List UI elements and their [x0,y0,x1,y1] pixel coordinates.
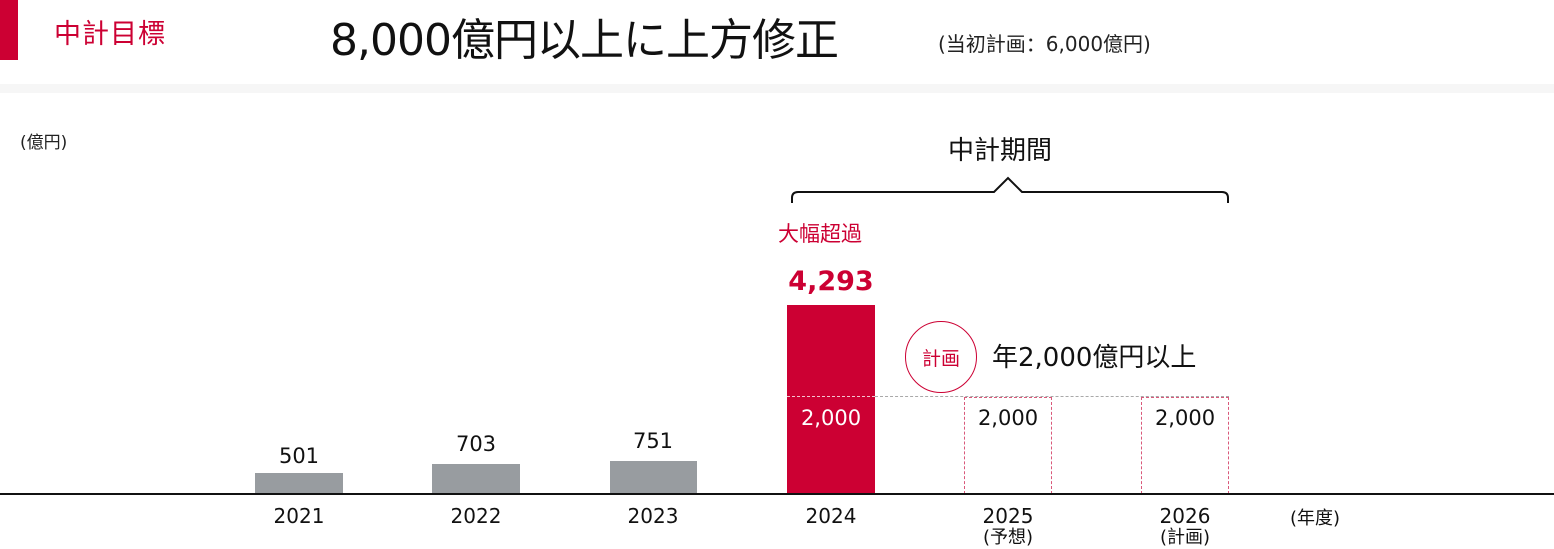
bar-2023 [610,461,697,494]
bar-2022 [432,464,520,494]
inner-label-2024: 2,000 [800,406,862,430]
x-sublabel-2025: (予想) [982,527,1034,548]
plan-reference-line [875,396,1229,397]
value-label-2024: 4,293 [788,266,874,297]
x-unit-label: (年度) [1290,508,1341,529]
x-label-2024: 2024 [805,504,857,528]
x-label-2021: 2021 [273,504,325,528]
x-axis-line [0,493,1554,495]
value-label-2021: 501 [278,444,320,468]
value-label-2022: 703 [455,432,497,456]
period-label: 中計期間 [948,136,1053,166]
y-unit-label: (億円) [20,133,68,153]
value-label-2023: 751 [632,429,674,453]
x-label-2026: 2026 (計画) [1125,505,1245,549]
plan-text: 年2,000億円以上 [992,343,1197,373]
section-label: 中計目標 [54,19,166,50]
plan-badge-label: 計画 [921,347,960,370]
value-label-2026: 2,000 [1154,406,1216,430]
x-label-2023: 2023 [627,504,679,528]
over-target-label: 大幅超過 [778,222,862,246]
value-label-2025: 2,000 [977,406,1039,430]
plan-line-in-bar [787,396,875,397]
period-brace-icon [791,176,1229,203]
bar-2025-forecast [964,397,1052,494]
accent-bar [0,0,18,60]
divider-strip [0,84,1554,93]
bar-2021 [255,473,343,494]
plan-badge: 計画 [905,321,977,393]
x-label-2025: 2025 (予想) [948,505,1068,549]
bar-2024 [787,305,875,494]
x-sublabel-2026: (計画) [1159,527,1211,548]
headline-note: (当初計画：6,000億円) [938,32,1151,56]
headline: 8,000億円以上に上方修正 [330,15,839,66]
bar-2026-plan [1141,397,1229,494]
x-label-2022: 2022 [450,504,502,528]
